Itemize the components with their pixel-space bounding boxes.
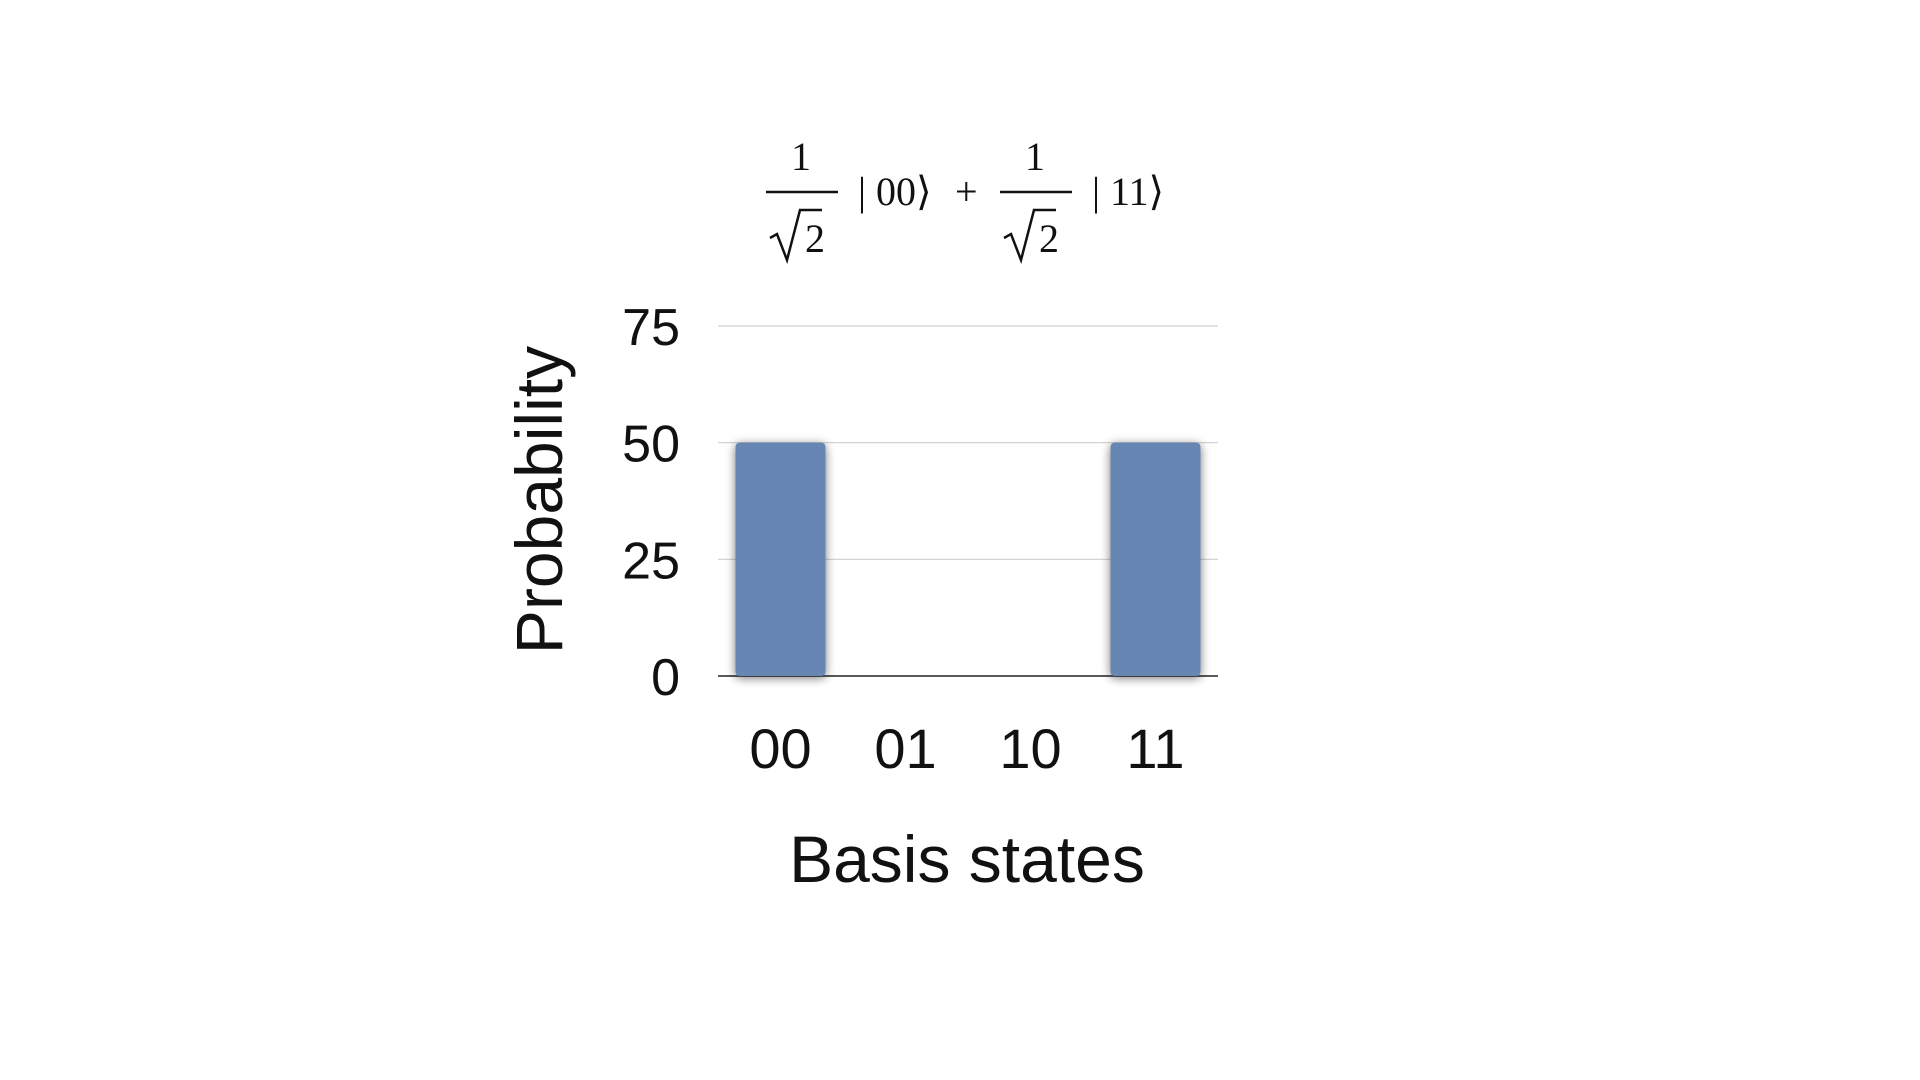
y-tick-labels: 0 25 50 75 (622, 299, 680, 707)
formula-ket-2: | 11⟩ (1092, 169, 1164, 214)
x-category-label: 00 (749, 717, 811, 780)
x-category-labels: 00 01 10 11 (749, 717, 1184, 780)
x-category-label: 10 (999, 717, 1061, 780)
y-tick-label: 50 (622, 416, 680, 474)
formula-numerator-1: 1 (791, 134, 811, 179)
y-tick-label: 0 (651, 649, 680, 707)
x-category-label: 11 (1126, 717, 1184, 780)
formula-ket-1: | 00⟩ (858, 169, 932, 214)
state-formula: 1 2 | 00⟩ + 1 2 | 11⟩ (766, 134, 1164, 265)
sqrt-symbol-2 (1003, 208, 1056, 265)
bar-00 (735, 442, 826, 676)
sqrt-symbol-1 (769, 208, 822, 265)
x-category-label: 01 (874, 717, 936, 780)
formula-denominator-2: 2 (1039, 216, 1059, 261)
y-tick-label: 25 (622, 532, 680, 590)
formula-numerator-2: 1 (1025, 134, 1045, 179)
bar-11 (1110, 442, 1201, 676)
x-axis-label: Basis states (789, 822, 1145, 896)
y-tick-label: 75 (622, 299, 680, 357)
y-axis-label: Probability (502, 346, 576, 654)
bars (735, 442, 1201, 676)
formula-plus: + (955, 169, 978, 214)
formula-denominator-1: 2 (805, 216, 825, 261)
